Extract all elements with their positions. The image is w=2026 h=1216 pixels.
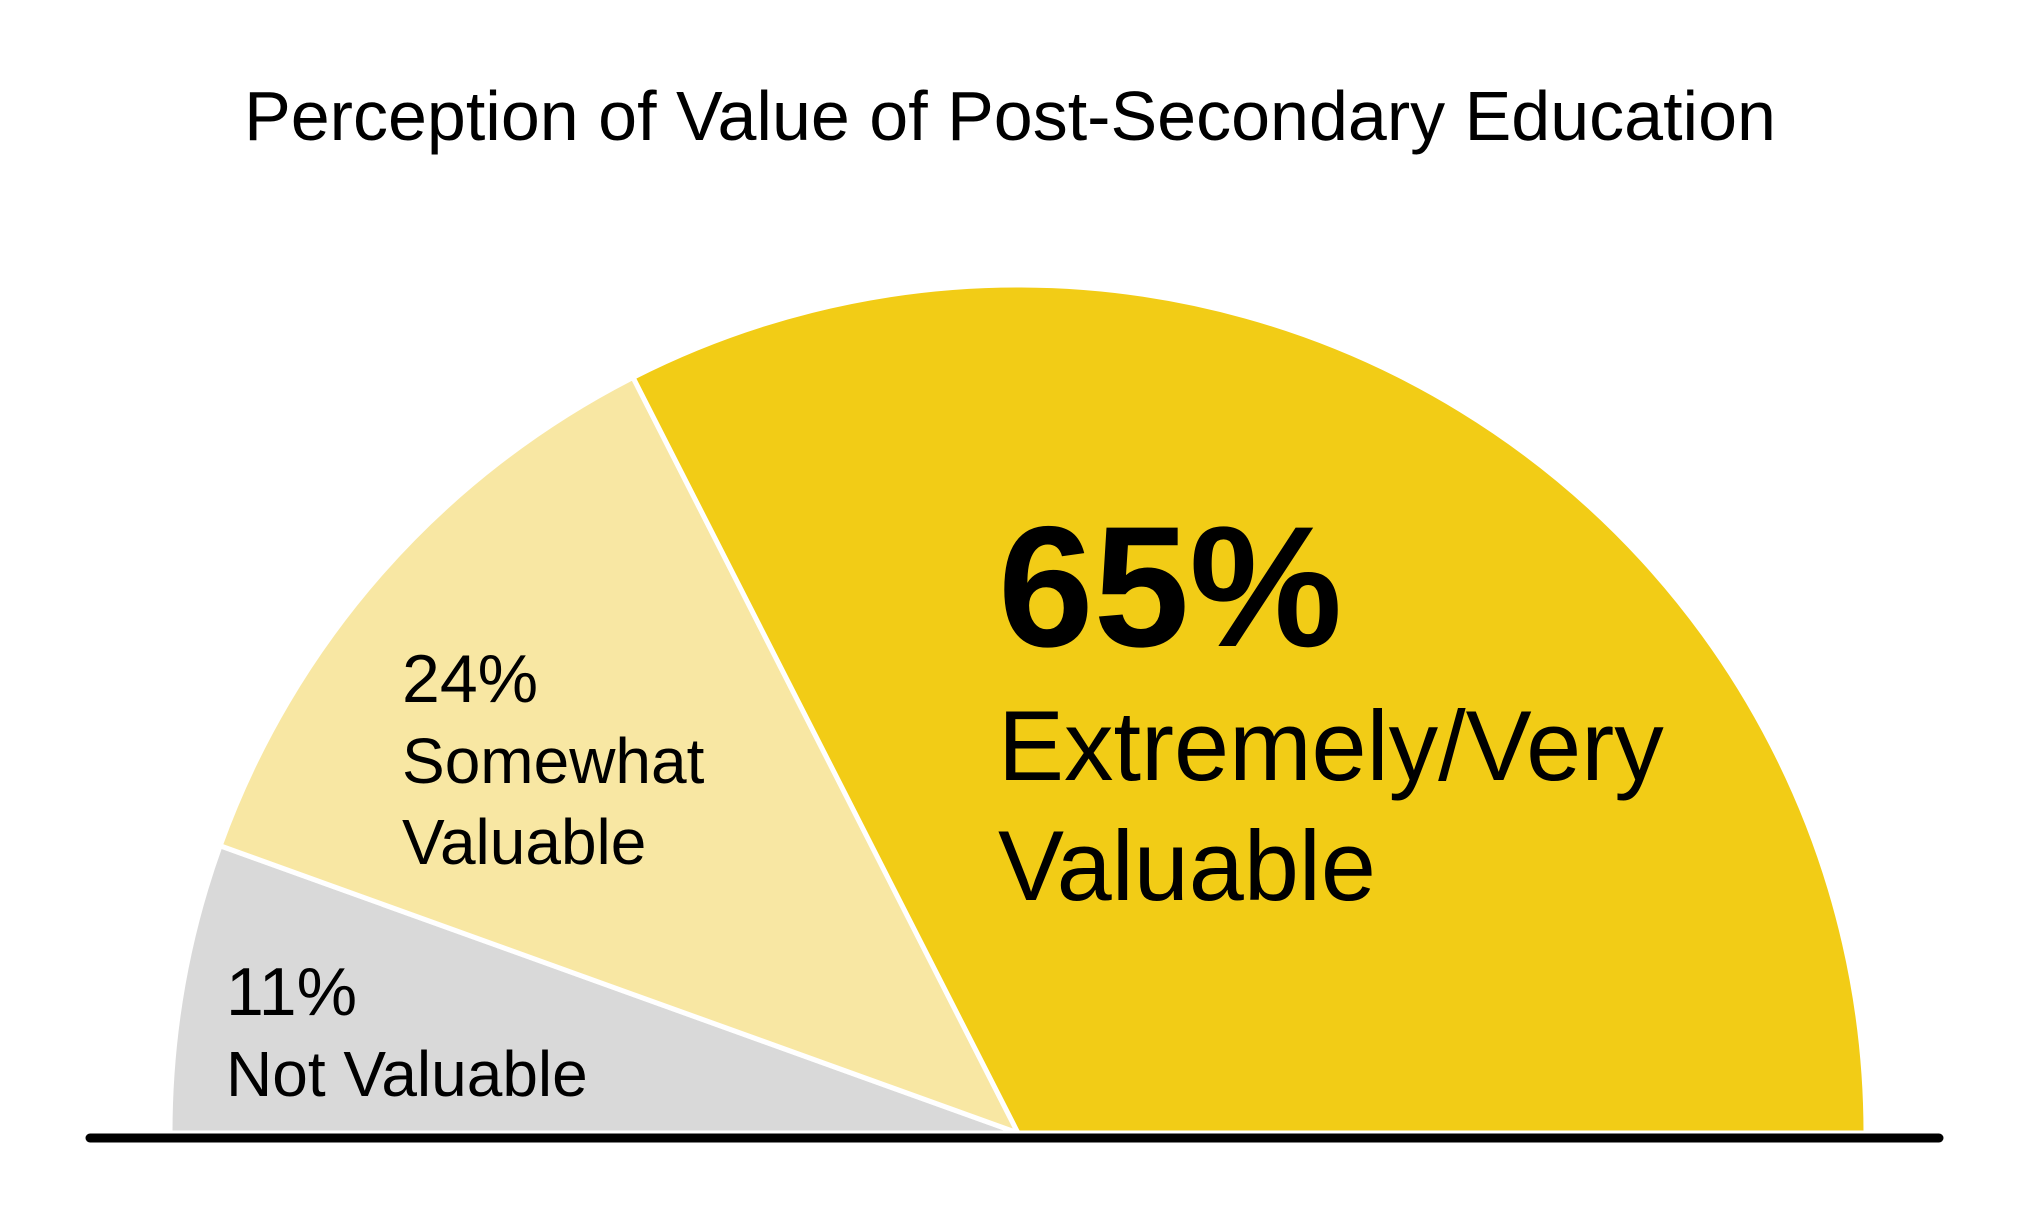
category-label-line: Valuable xyxy=(402,806,646,878)
slices xyxy=(167,282,1869,1136)
category-label: Not Valuable xyxy=(226,1038,588,1110)
chart-title: Perception of Value of Post-Secondary Ed… xyxy=(244,77,1776,155)
slice xyxy=(630,282,1869,1136)
category-label-line: Extremely/Very xyxy=(998,690,1664,801)
slice xyxy=(217,374,1021,1136)
category-label-line: Somewhat xyxy=(402,725,705,797)
value-label: 11% xyxy=(226,954,357,1030)
category-label: Somewhat Valuable xyxy=(402,725,705,878)
slice xyxy=(167,843,1021,1136)
value-label: 24% xyxy=(402,641,538,717)
category-label-line: Valuable xyxy=(998,810,1376,921)
labels: 11% Not Valuable 24% Somewhat Valuable 65%Ext… xyxy=(226,491,1664,1110)
category-label: Extremely/Very Valuable xyxy=(998,690,1664,921)
value-label: 65% xyxy=(998,491,1342,683)
